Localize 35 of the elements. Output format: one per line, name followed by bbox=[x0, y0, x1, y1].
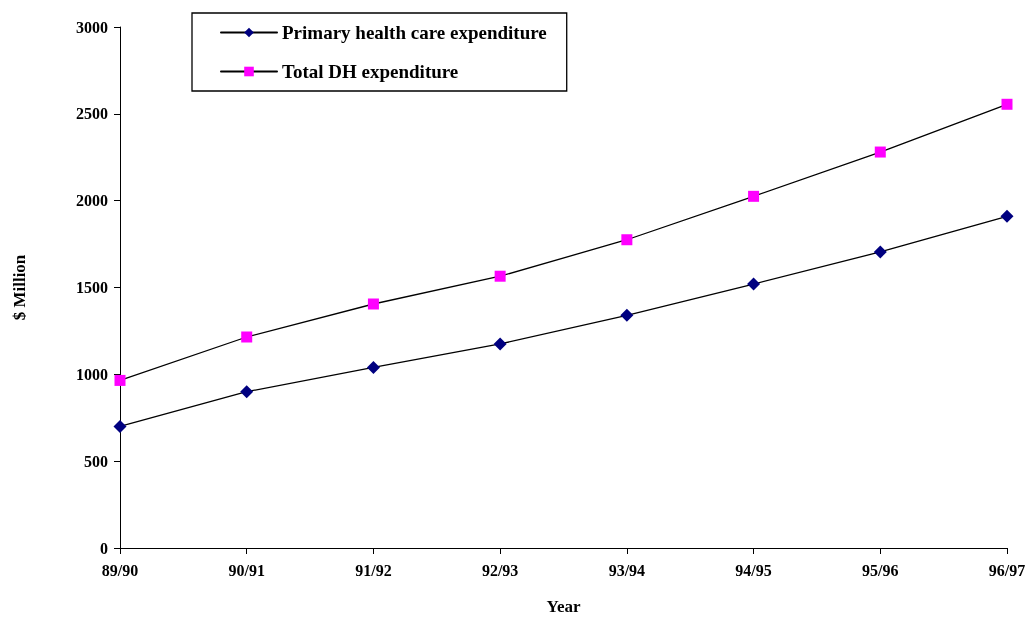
y-tick-label: 2000 bbox=[76, 192, 108, 210]
legend-label: Primary health care expenditure bbox=[282, 22, 547, 43]
y-tick-label: 1000 bbox=[76, 365, 108, 383]
x-tick-label: 96/97 bbox=[988, 561, 1026, 579]
y-tick-label: 500 bbox=[84, 452, 108, 470]
x-tick-label: 91/92 bbox=[355, 561, 392, 579]
point bbox=[114, 374, 126, 386]
point bbox=[1000, 209, 1014, 223]
y-axis-title: $ Million bbox=[10, 254, 29, 321]
point bbox=[494, 270, 506, 282]
point bbox=[621, 234, 633, 246]
point bbox=[747, 277, 761, 291]
y-tick-label: 0 bbox=[100, 539, 108, 557]
point bbox=[748, 190, 760, 202]
point bbox=[620, 308, 634, 322]
y-tick-label: 3000 bbox=[76, 18, 108, 36]
x-tick-label: 95/96 bbox=[862, 561, 899, 579]
point bbox=[113, 419, 127, 433]
x-tick-label: 92/93 bbox=[481, 561, 519, 579]
x-tick-label: 90/91 bbox=[228, 561, 265, 579]
point bbox=[241, 331, 253, 343]
point bbox=[367, 298, 379, 310]
y-tick-label: 2500 bbox=[76, 105, 108, 123]
x-tick-label: 89/90 bbox=[101, 561, 139, 579]
point bbox=[493, 337, 507, 351]
y-tick-label: 1500 bbox=[76, 279, 108, 296]
point bbox=[240, 385, 254, 399]
x-axis-title: Year bbox=[546, 597, 581, 616]
point bbox=[366, 360, 380, 374]
x-tick-label: 93/94 bbox=[608, 561, 646, 579]
legend-label: Total DH expenditure bbox=[282, 61, 459, 82]
point bbox=[874, 146, 886, 158]
point bbox=[1001, 98, 1013, 110]
point bbox=[873, 245, 887, 259]
x-tick-label: 94/95 bbox=[735, 561, 772, 579]
